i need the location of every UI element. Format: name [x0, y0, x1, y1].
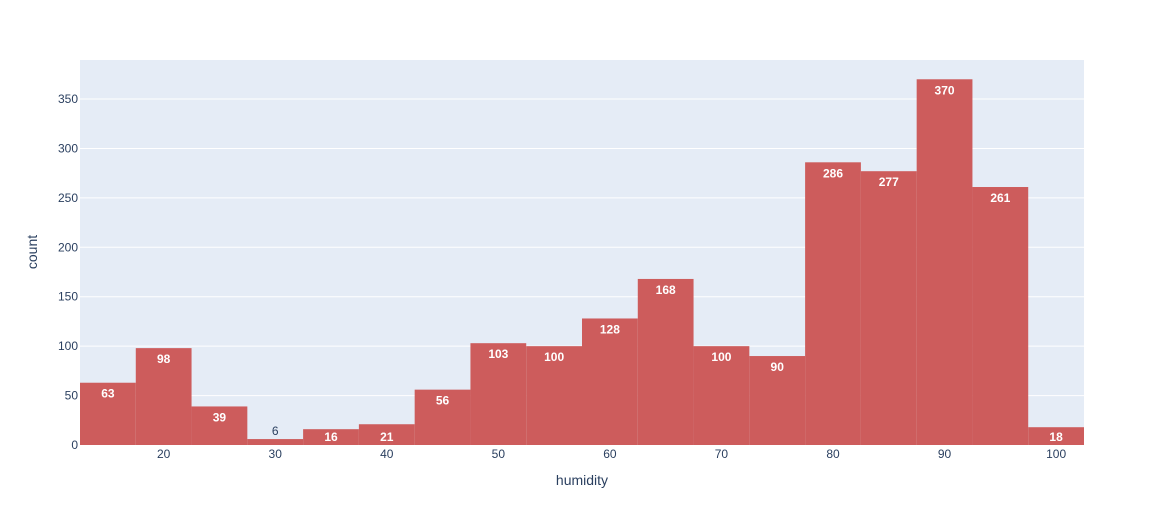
bars: [80, 79, 1084, 445]
bar-value-label: 100: [544, 350, 564, 364]
x-tick-label: 60: [603, 447, 617, 461]
histogram-bar[interactable]: [916, 79, 973, 445]
y-tick-label: 200: [58, 240, 78, 254]
histogram-bar[interactable]: [637, 278, 694, 445]
y-tick-label: 300: [58, 141, 78, 155]
bar-value-label: 277: [879, 175, 899, 189]
x-tick-label: 100: [1046, 447, 1066, 461]
bar-value-label: 103: [488, 347, 508, 361]
bar-value-label: 39: [213, 410, 227, 424]
y-tick-label: 100: [58, 339, 78, 353]
histogram-bar[interactable]: [693, 346, 750, 445]
x-tick-label: 30: [269, 447, 283, 461]
x-axis-ticks: 20 30 40 50 60 70 80 90 100: [157, 447, 1066, 461]
x-tick-label: 80: [826, 447, 840, 461]
y-tick-label: 350: [58, 92, 78, 106]
bar-value-label: 21: [380, 430, 394, 444]
bar-value-label: 286: [823, 166, 843, 180]
x-tick-label: 40: [380, 447, 394, 461]
x-axis-label: humidity: [556, 472, 608, 488]
histogram-bar[interactable]: [526, 346, 582, 445]
bar-value-label: 18: [1049, 430, 1063, 444]
histogram-bar[interactable]: [805, 162, 861, 445]
bar-value-label: 90: [771, 360, 785, 374]
bar-value-label: 63: [101, 387, 115, 401]
histogram-bar[interactable]: [1028, 427, 1084, 445]
histogram-bar[interactable]: [247, 439, 304, 445]
bar-value-label: 370: [935, 83, 955, 97]
histogram-bar[interactable]: [749, 356, 806, 445]
x-tick-label: 20: [157, 447, 171, 461]
y-tick-label: 150: [58, 290, 78, 304]
histogram-bar[interactable]: [972, 187, 1029, 445]
histogram-bar[interactable]: [582, 318, 638, 445]
bar-value-label: 98: [157, 352, 171, 366]
histogram-bar[interactable]: [358, 424, 415, 445]
bar-value-label: 6: [272, 424, 279, 438]
bar-value-label: 16: [324, 430, 338, 444]
bar-value-label: 128: [600, 322, 620, 336]
bar-value-label: 56: [436, 394, 450, 408]
histogram-bar[interactable]: [470, 343, 527, 445]
bar-value-label: 261: [990, 191, 1010, 205]
histogram-bar[interactable]: [860, 171, 917, 445]
histogram-bar[interactable]: [414, 389, 471, 445]
histogram-bar[interactable]: [80, 382, 136, 445]
y-tick-label: 0: [71, 438, 78, 452]
bar-value-label: 100: [711, 350, 731, 364]
bar-labels: 63 98 39 6 16 21 56 103 100 128 168 100 90 286 277 370 2…: [101, 83, 1063, 444]
x-tick-label: 90: [938, 447, 952, 461]
x-tick-label: 70: [715, 447, 729, 461]
histogram-bar[interactable]: [135, 348, 192, 445]
histogram-bar[interactable]: [191, 406, 248, 445]
bar-value-label: 168: [656, 283, 676, 297]
histogram-bar[interactable]: [303, 429, 359, 445]
y-tick-label: 50: [65, 389, 79, 403]
x-tick-label: 50: [492, 447, 506, 461]
y-axis-label: count: [24, 235, 40, 269]
y-axis-ticks: 0 50 100 150 200 250 300 350: [58, 92, 78, 452]
y-tick-label: 250: [58, 191, 78, 205]
